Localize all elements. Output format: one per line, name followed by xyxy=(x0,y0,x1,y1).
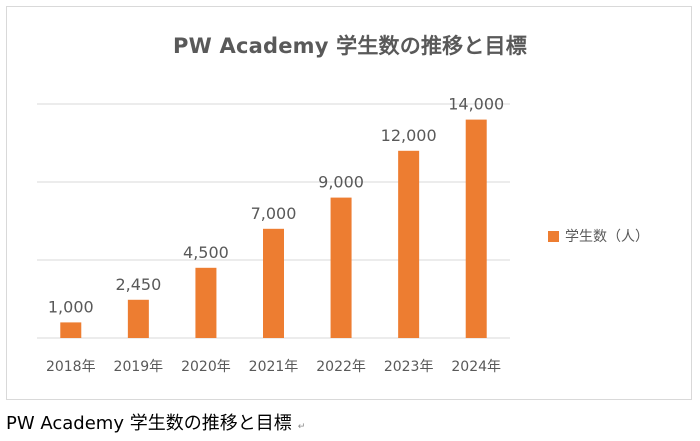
bars xyxy=(60,119,487,338)
paragraph-mark-icon: ↵ xyxy=(297,422,306,432)
data-label-2018年: 1,000 xyxy=(48,297,94,316)
data-label-2024年: 14,000 xyxy=(448,95,504,114)
bar-2018年 xyxy=(60,322,82,338)
bar-2020年 xyxy=(195,267,217,338)
data-label-2020年: 4,500 xyxy=(183,243,229,262)
x-tick-label-2022年: 2022年 xyxy=(316,359,366,375)
bar-2024年 xyxy=(465,119,487,338)
data-label-2023年: 12,000 xyxy=(381,126,437,145)
figure-caption: PW Academy 学生数の推移と目標 ↵ xyxy=(6,409,305,435)
legend: 学生数（人） xyxy=(548,226,649,246)
bar-2021年 xyxy=(263,228,284,338)
bar-2022年 xyxy=(330,197,352,338)
bar-2019年 xyxy=(127,299,149,338)
x-tick-label-2018年: 2018年 xyxy=(46,359,96,375)
figure-caption-text: PW Academy 学生数の推移と目標 xyxy=(6,413,292,434)
x-tick-label-2021年: 2021年 xyxy=(249,359,299,375)
data-label-2022年: 9,000 xyxy=(318,173,364,192)
legend-label: 学生数（人） xyxy=(565,229,649,245)
x-tick-label-2020年: 2020年 xyxy=(181,359,231,375)
data-labels: 1,000 2,450 4,500 7,000 9,000 12,000 14,000 xyxy=(48,95,504,317)
x-tick-label-2023年: 2023年 xyxy=(384,359,434,375)
data-label-2019年: 2,450 xyxy=(115,275,161,294)
bar-2023年 xyxy=(398,150,420,338)
x-tick-labels: 2018年 2019年 2020年 2021年 2022年 2023年 2024年 xyxy=(46,359,501,375)
x-tick-label-2019年: 2019年 xyxy=(114,359,164,375)
x-tick-label-2024年: 2024年 xyxy=(451,359,501,375)
legend-swatch xyxy=(548,230,559,242)
data-label-2021年: 7,000 xyxy=(251,204,297,223)
chart-title: PW Academy 学生数の推移と目標 xyxy=(173,34,527,58)
